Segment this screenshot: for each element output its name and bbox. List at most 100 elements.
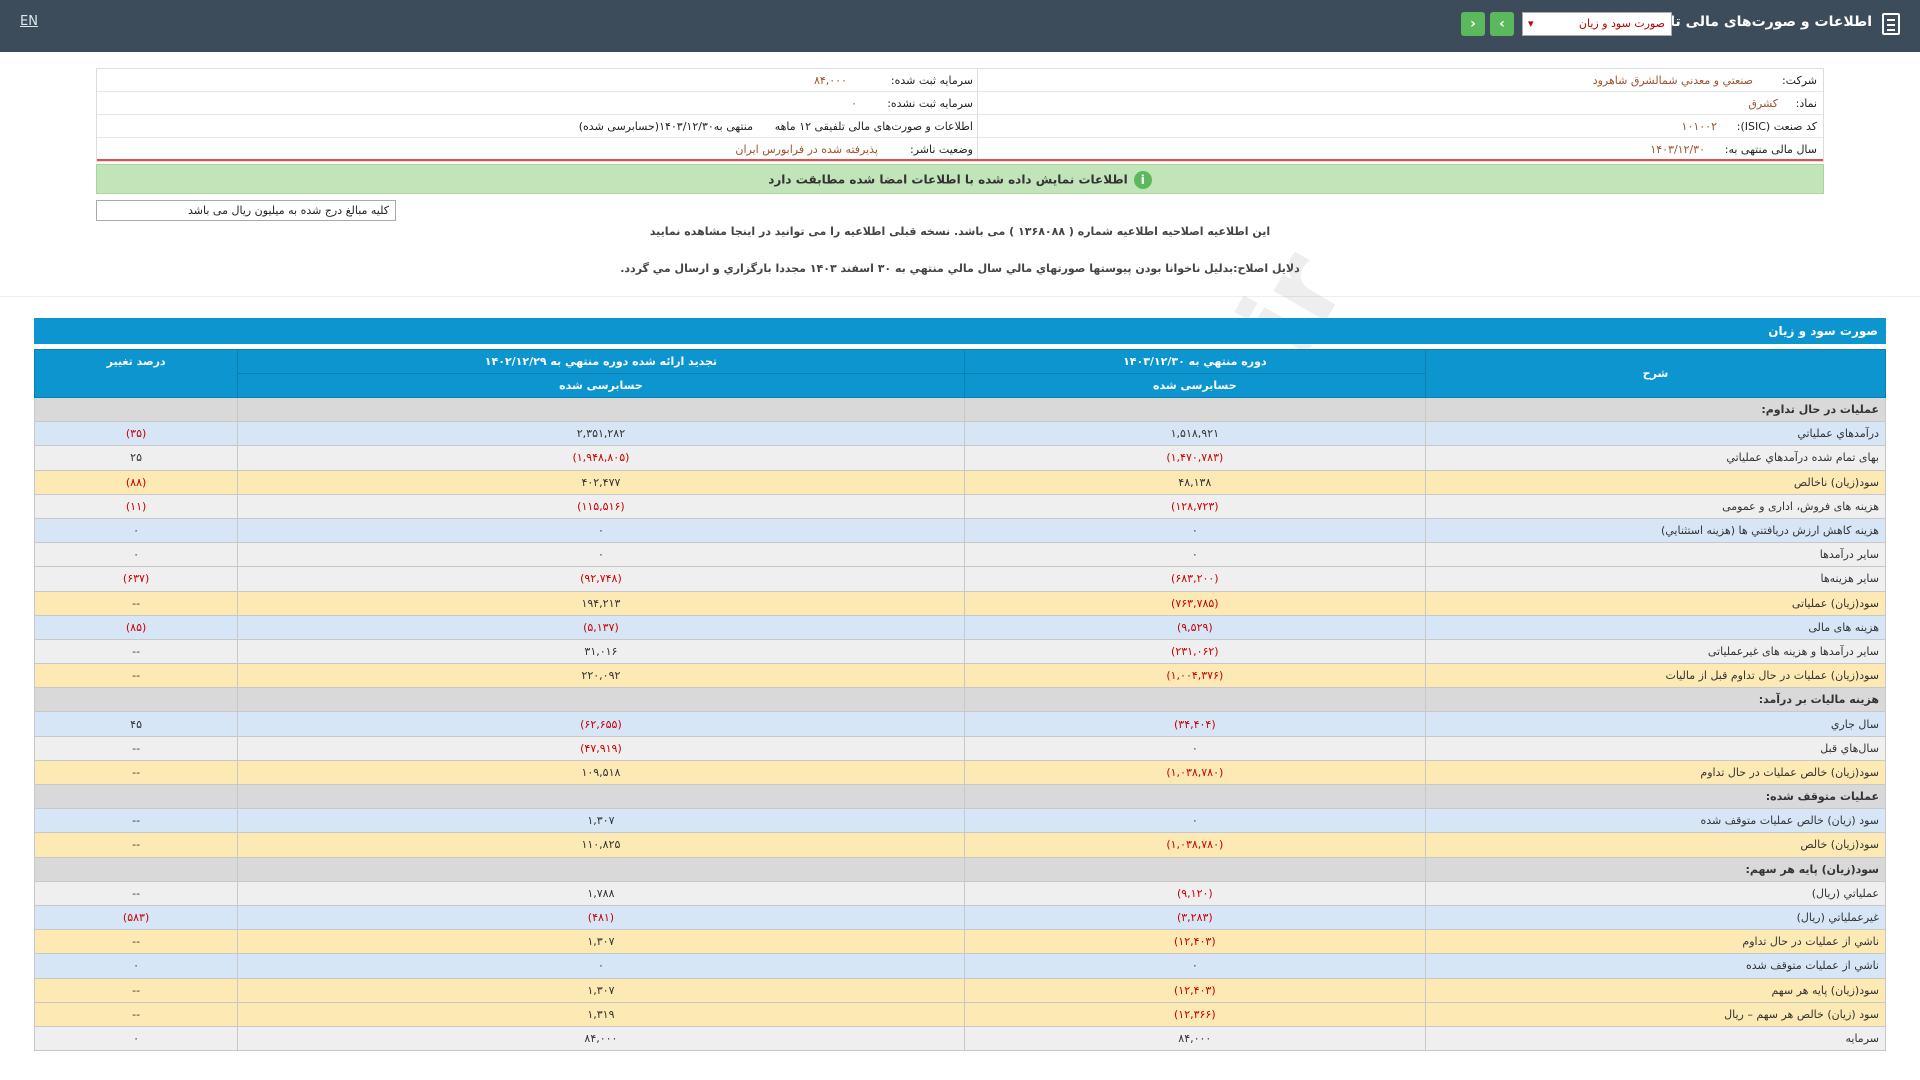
row-desc: ناشي از عمليات متوقف شده xyxy=(1424,953,1887,979)
table-row: ناشي از عمليات در حال تداوم (۱۲,۴۰۳) ۱,۳۰۷… xyxy=(33,929,1887,955)
row-current: ۱,۵۱۸,۹۲۱ xyxy=(963,421,1426,447)
table-row: سال‌هاي قبل ۰ (۴۷,۹۱۹) -- xyxy=(33,735,1887,761)
company-name: صنعتي و معدني شمالشرق شاهرود xyxy=(1592,74,1753,87)
col-subheader-current: حسابرسی شده xyxy=(963,373,1426,398)
page-title: اطلاعات و صورت‌های مالی تلفیقی xyxy=(1629,14,1872,30)
row-desc: سود(زيان) ناخالص xyxy=(1424,469,1887,495)
correction-notice[interactable]: این اطلاعیه اصلاحیه اطلاعیه شماره ( ۱۳۶۸… xyxy=(649,225,1271,238)
table-row: ساير درآمدها و هزينه هاى غيرعملياتى (۲۳۱,… xyxy=(33,638,1887,665)
row-desc: عملياتي (ريال) xyxy=(1424,880,1887,906)
row-current: (۱,۰۳۸,۷۸۰) xyxy=(963,832,1426,858)
row-previous: (۹۲,۷۴۸) xyxy=(237,566,965,592)
row-current: ۰ xyxy=(963,953,1426,979)
table-row: سال جاري (۳۴,۴۰۴) (۶۲,۶۵۵) ۴۵ xyxy=(33,711,1887,737)
table-row: سود(زيان) ناخالص ۴۸,۱۳۸ ۴۰۲,۴۷۷ (۸۸) xyxy=(33,469,1887,495)
row-change: -- xyxy=(33,590,239,616)
row-current: (۷۶۳,۷۸۵) xyxy=(963,590,1426,616)
row-desc: سود(زيان) خالص عمليات در حال تداوم xyxy=(1424,759,1887,786)
row-previous: ۱۱۰,۸۲۵ xyxy=(237,832,965,858)
table-row: سایر هزینه‌ها (۶۸۳,۲۰۰) (۹۲,۷۴۸) (۶۳۷) xyxy=(33,566,1887,592)
row-current: (۲۳۱,۰۶۲) xyxy=(963,638,1426,665)
row-change: -- xyxy=(33,1001,239,1027)
row-current: ۰ xyxy=(963,542,1426,568)
row-previous: (۱,۹۴۸,۸۰۵) xyxy=(237,445,965,471)
row-change: (۱۱) xyxy=(33,493,239,519)
row-change: ۲۵ xyxy=(33,445,239,471)
company-info-panel: شرکت: صنعتي و معدني شمالشرق شاهرود سرمای… xyxy=(96,68,1824,162)
row-desc: بهاى تمام شده درآمدهاي عملياتي xyxy=(1424,445,1887,471)
info-icon: i xyxy=(1133,171,1152,189)
row-desc: سود (زيان) خالص عمليات متوقف شده xyxy=(1424,808,1887,834)
chevron-down-icon: ▾ xyxy=(1528,17,1534,30)
row-desc: عملیات در حال تداوم: xyxy=(1424,396,1887,423)
table-row: عملياتي (ريال) (۹,۱۲۰) ۱,۷۸۸ -- xyxy=(33,880,1887,906)
table-row: درآمدهاي عملياتي ۱,۵۱۸,۹۲۱ ۲,۳۵۱,۲۸۲ (۳۵) xyxy=(33,421,1887,447)
row-previous xyxy=(237,783,965,810)
col-subheader-previous: حسابرسی شده xyxy=(237,373,965,398)
isic-value: ۱۰۱۰۰۲ xyxy=(1681,120,1717,133)
row-current: (۱,۰۰۴,۳۷۶) xyxy=(963,663,1426,689)
next-button[interactable]: ‹ xyxy=(1490,12,1514,36)
row-previous: ۱,۷۸۸ xyxy=(237,880,965,906)
row-change: -- xyxy=(33,735,239,761)
row-current: (۹,۵۲۹) xyxy=(963,614,1426,640)
table-row: سود(زيان) خالص (۱,۰۳۸,۷۸۰) ۱۱۰,۸۲۵ -- xyxy=(33,832,1887,858)
row-change xyxy=(33,856,239,882)
row-previous: ۱۰۹,۵۱۸ xyxy=(237,759,965,786)
row-previous: ۱,۳۱۹ xyxy=(237,1001,965,1027)
report-value: منتهی به۱۴۰۳/۱۲/۳۰(حسابرسی شده) xyxy=(578,120,753,133)
row-change: -- xyxy=(33,808,239,834)
row-change: -- xyxy=(33,663,239,689)
row-current: (۶۸۳,۲۰۰) xyxy=(963,566,1426,592)
language-toggle[interactable]: EN xyxy=(20,14,38,29)
table-row: ساير درآمدها ۰ ۰ ۰ xyxy=(33,542,1887,568)
table-row: غيرعملياتي (ريال) (۳,۲۸۳) (۴۸۱) (۵۸۳) xyxy=(33,904,1887,931)
table-row: هزينه کاهش ارزش دريافتني ها (هزينه استثن… xyxy=(33,517,1887,544)
correction-reason: دلایل اصلاح:بدلیل ناخوانا بودن پیوستها ص… xyxy=(620,262,1300,275)
row-current: (۱۲,۴۰۳) xyxy=(963,929,1426,955)
row-desc: عمليات متوقف شده: xyxy=(1424,783,1887,810)
report-type-value: صورت سود و زیان xyxy=(1578,17,1665,30)
row-previous: ۲۲۰,۰۹۲ xyxy=(237,663,965,689)
row-change: (۳۵) xyxy=(33,421,239,447)
table-row: بهاى تمام شده درآمدهاي عملياتي (۱,۴۷۰,۷۸۳… xyxy=(33,445,1887,471)
table-row: سود(زيان) عملياتى (۷۶۳,۷۸۵) ۱۹۴,۲۱۳ -- xyxy=(33,590,1887,616)
row-desc: سود(زيان) عملياتى xyxy=(1424,590,1887,616)
row-desc: سرمايه xyxy=(1424,1025,1887,1052)
unit-note: کلیه مبالغ درج شده به میلیون ریال می باش… xyxy=(96,200,396,221)
row-change: -- xyxy=(33,832,239,858)
table-row: سود(زيان) خالص عمليات در حال تداوم (۱,۰۳۸… xyxy=(33,759,1887,786)
row-current: (۱۲,۳۶۶) xyxy=(963,1001,1426,1027)
row-previous xyxy=(237,687,965,713)
table-row: سود (زيان) خالص عمليات متوقف شده ۰ ۱,۳۰۷ -- xyxy=(33,808,1887,834)
table-row: هزينه هاى فروش، ادارى و عمومى (۱۲۸,۷۲۳) (۱… xyxy=(33,493,1887,519)
row-current: ۰ xyxy=(963,735,1426,761)
document-icon xyxy=(1882,13,1900,35)
row-previous: ۸۴,۰۰۰ xyxy=(237,1025,965,1052)
row-desc: سود(زيان) عمليات در حال تداوم قبل از مال… xyxy=(1424,663,1887,689)
capital-label: سرمایه ثبت شده: xyxy=(890,74,973,87)
row-change: ۴۵ xyxy=(33,711,239,737)
row-previous: ۱,۳۰۷ xyxy=(237,929,965,955)
row-desc: ساير درآمدها و هزينه هاى غيرعملياتى xyxy=(1424,638,1887,665)
row-previous: ۰ xyxy=(237,517,965,544)
row-previous: ۲,۳۵۱,۲۸۲ xyxy=(237,421,965,447)
row-desc: سایر هزینه‌ها xyxy=(1424,566,1887,592)
row-previous: (۴۷,۹۱۹) xyxy=(237,735,965,761)
row-previous: (۶۲,۶۵۵) xyxy=(237,711,965,737)
row-desc: سود(زيان) پايه هر سهم: xyxy=(1424,856,1887,882)
row-change: (۸۵) xyxy=(33,614,239,640)
row-current: ۴۸,۱۳۸ xyxy=(963,469,1426,495)
row-desc: هزينه هاى فروش، ادارى و عمومى xyxy=(1424,493,1887,519)
row-desc: سود (زيان) خالص هر سهم – ريال xyxy=(1424,1001,1887,1027)
prev-button[interactable]: › xyxy=(1461,12,1485,36)
symbol-link[interactable]: کشرق xyxy=(1748,97,1778,110)
row-previous: (۱۱۵,۵۱۶) xyxy=(237,493,965,519)
row-desc: سود(زيان) خالص xyxy=(1424,832,1887,858)
row-change: ۰ xyxy=(33,542,239,568)
row-change: ۰ xyxy=(33,517,239,544)
report-type-select[interactable]: صورت سود و زیان ▾ xyxy=(1522,12,1672,36)
row-change: -- xyxy=(33,759,239,786)
verification-text: اطلاعات نمایش داده شده با اطلاعات امضا ش… xyxy=(768,172,1128,187)
row-current: (۳۴,۴۰۴) xyxy=(963,711,1426,737)
